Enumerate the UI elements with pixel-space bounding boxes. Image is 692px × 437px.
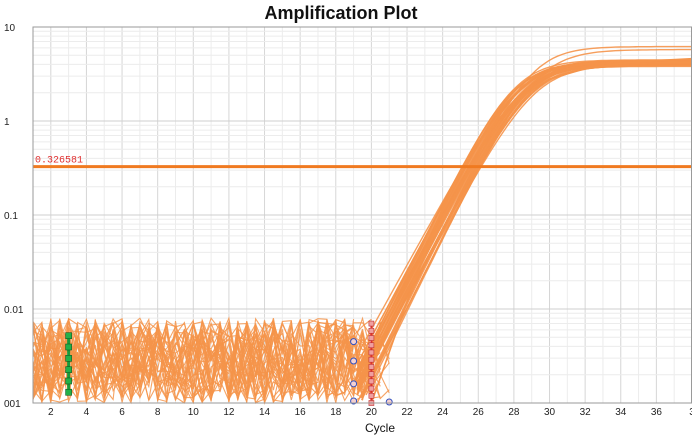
amplification-curve [360,62,692,398]
baseline-end-point [350,380,358,388]
baseline-end-point [350,338,358,346]
baseline-noise-line [32,320,381,399]
grid [32,26,692,404]
y-tick-label: 10 [4,23,16,34]
x-tick-label: 6 [119,407,125,418]
baseline-start-point [65,332,72,339]
baseline-noise-line [32,320,355,403]
x-tick-label: 28 [508,407,520,418]
y-tick-label: 0.1 [4,211,18,222]
x-tick-label: 2 [48,407,54,418]
x-tick-label: 16 [295,407,307,418]
baseline-end-point [368,335,375,341]
x-tick-label: 14 [259,407,271,418]
baseline-end-point [368,349,375,356]
baseline-noise-line [32,325,372,402]
baseline-start-point [65,343,72,351]
x-tick-label: 22 [401,407,413,418]
x-tick-label: 18 [330,407,342,418]
baseline-markers [65,320,393,406]
chart-title: Amplification Plot [265,3,418,23]
x-tick-label: 26 [473,407,485,418]
baseline-end-point [368,385,375,392]
baseline-noise-line [32,318,381,402]
amplification-curve [360,62,692,399]
x-tick-label: 36 [651,407,663,418]
x-tick-label: 8 [155,407,161,418]
amplification-curve [360,64,692,401]
baseline-end-point [368,342,375,349]
baseline-noise-line [32,320,381,404]
x-tick-label: 32 [580,407,592,418]
baseline-end-point [368,356,375,363]
x-tick-label: 10 [188,407,200,418]
x-tick-label: 34 [615,407,627,418]
baseline-end-point [368,392,375,399]
baseline-start-point [65,355,72,362]
baseline-end-point [350,357,358,365]
y-tick-label: 1 [4,117,10,128]
amplification-curve [365,60,692,396]
x-axis-title: Cycle [365,421,395,435]
x-tick-label: 24 [437,407,449,418]
baseline-end-point [368,378,375,385]
baseline-start-point [65,377,72,385]
baseline-noise-line [32,317,364,404]
y-tick-label: 001 [4,399,21,410]
baseline-end-point [368,371,375,377]
y-tick-labels: 001 0.01 0.1 1 10 [4,23,24,410]
baseline-noise-line [32,319,363,405]
amplification-curves [32,45,692,405]
baseline-end-point [368,327,375,334]
x-tick-label: 30 [544,407,556,418]
series-line [370,57,692,404]
baseline-start-point [65,388,72,396]
baseline-end-point [385,398,393,406]
baseline-noise-line [32,317,364,404]
x-tick-labels: 246810121416182022242628303234363 [48,407,692,418]
x-tick-label: 4 [84,407,90,418]
x-tick-label: 3 [689,407,692,418]
x-tick-label: 12 [223,407,235,418]
baseline-end-point [368,320,375,327]
baseline-noise-line [32,320,363,402]
y-tick-label: 0.01 [4,305,24,316]
x-tick-label: 20 [366,407,378,418]
baseline-start-point [65,366,72,373]
threshold-label: 0.326581 [35,156,83,167]
baseline-end-point [368,364,375,370]
